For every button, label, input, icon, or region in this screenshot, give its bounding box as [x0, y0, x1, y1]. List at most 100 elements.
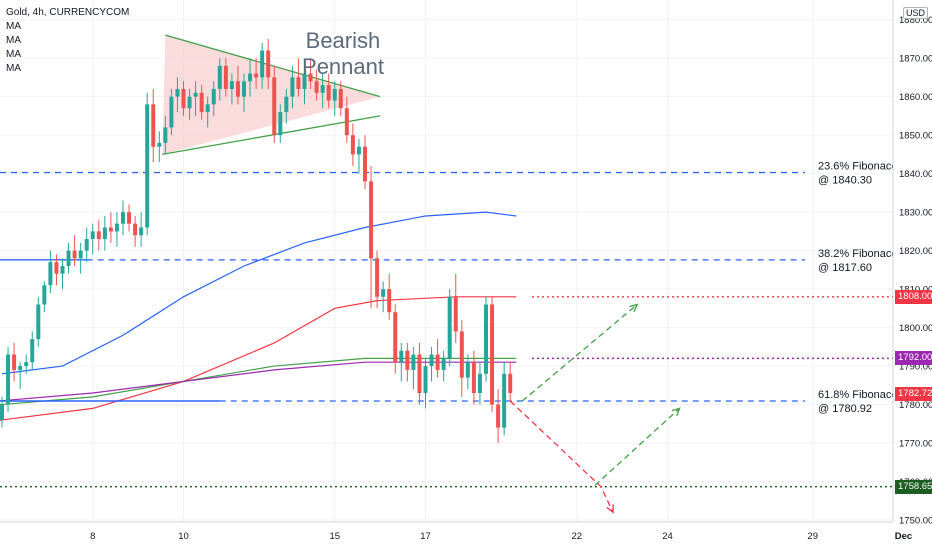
- candle-3[interactable]: [12, 342, 17, 382]
- candle-9[interactable]: [48, 250, 53, 293]
- candle-64[interactable]: [381, 281, 386, 313]
- candle-71[interactable]: [423, 358, 428, 409]
- candle-13[interactable]: [72, 235, 77, 266]
- candle-37[interactable]: [217, 58, 222, 101]
- symbol-title[interactable]: Gold, 4h, CURRENCYCOM: [6, 7, 130, 18]
- candle-31[interactable]: [181, 81, 186, 116]
- candle-75[interactable]: [447, 289, 452, 367]
- candle-82[interactable]: [490, 296, 495, 413]
- price-tag[interactable]: 1808.00: [895, 289, 932, 304]
- candle-30[interactable]: [175, 77, 180, 113]
- candle-17[interactable]: [96, 219, 101, 251]
- fibonacci-levels[interactable]: 23.6% Fibonacci @ 1840.30 38.2% Fibonacci @…: [0, 160, 899, 415]
- candle-11[interactable]: [60, 258, 65, 290]
- candle-55[interactable]: [326, 73, 331, 109]
- candle-77[interactable]: [459, 319, 464, 397]
- candle-83[interactable]: [496, 389, 501, 444]
- candle-10[interactable]: [54, 254, 59, 286]
- candle-52[interactable]: [308, 58, 313, 89]
- bearish-pennant[interactable]: [162, 34, 381, 156]
- candle-15[interactable]: [84, 227, 89, 263]
- ma-legend-4[interactable]: MA: [6, 63, 21, 74]
- candle-56[interactable]: [332, 81, 337, 116]
- candle-36[interactable]: [211, 81, 216, 116]
- candle-53[interactable]: [314, 69, 319, 101]
- candle-59[interactable]: [350, 123, 355, 166]
- candle-40[interactable]: [235, 65, 240, 105]
- candle-74[interactable]: [441, 350, 446, 382]
- candle-47[interactable]: [278, 104, 283, 143]
- candle-44[interactable]: [260, 42, 265, 89]
- ma-legend-2[interactable]: MA: [6, 35, 21, 46]
- candle-1[interactable]: [0, 396, 4, 428]
- candle-57[interactable]: [338, 81, 343, 116]
- candle-79[interactable]: [471, 350, 476, 405]
- candle-6[interactable]: [30, 331, 35, 370]
- candle-80[interactable]: [477, 362, 482, 405]
- candle-16[interactable]: [90, 223, 95, 255]
- candle-39[interactable]: [229, 73, 234, 105]
- candle-2[interactable]: [6, 346, 11, 413]
- price-axis[interactable]: 1750.001760.001770.001780.001790.001800.…: [892, 0, 932, 550]
- candle-22[interactable]: [127, 204, 132, 232]
- candle-20[interactable]: [114, 212, 119, 247]
- price-tag[interactable]: 1792.00: [895, 351, 932, 366]
- candle-19[interactable]: [108, 212, 113, 243]
- candle-8[interactable]: [42, 281, 47, 313]
- candle-14[interactable]: [78, 242, 83, 274]
- candle-67[interactable]: [399, 342, 404, 382]
- currency-badge[interactable]: USD: [903, 7, 929, 19]
- time-axis[interactable]: 8101517222429Dec68131520: [0, 521, 932, 550]
- candles[interactable]: [0, 38, 513, 444]
- candle-42[interactable]: [248, 58, 253, 97]
- ma-legend-1[interactable]: MA: [6, 21, 21, 32]
- candle-78[interactable]: [465, 354, 470, 390]
- candle-63[interactable]: [375, 250, 380, 309]
- candle-68[interactable]: [405, 342, 410, 382]
- candle-33[interactable]: [193, 81, 198, 116]
- candle-43[interactable]: [254, 58, 259, 89]
- candle-65[interactable]: [387, 273, 392, 320]
- candle-51[interactable]: [302, 65, 307, 105]
- candle-26[interactable]: [151, 88, 156, 163]
- candle-34[interactable]: [199, 85, 204, 120]
- candle-69[interactable]: [411, 346, 416, 390]
- candle-72[interactable]: [429, 346, 434, 382]
- candle-23[interactable]: [133, 215, 138, 247]
- candle-12[interactable]: [66, 242, 71, 274]
- candle-62[interactable]: [369, 165, 374, 309]
- candle-66[interactable]: [393, 304, 398, 374]
- candle-76[interactable]: [453, 273, 458, 343]
- projection-arrows[interactable]: [509, 303, 681, 514]
- candle-84[interactable]: [502, 362, 507, 436]
- candle-29[interactable]: [169, 88, 174, 136]
- candle-81[interactable]: [484, 296, 488, 382]
- candle-24[interactable]: [139, 212, 144, 247]
- candle-48[interactable]: [284, 88, 289, 124]
- candle-46[interactable]: [272, 65, 277, 143]
- candle-61[interactable]: [363, 135, 367, 190]
- price-tag[interactable]: 1758.65: [895, 479, 932, 494]
- candle-60[interactable]: [356, 139, 361, 174]
- candle-35[interactable]: [205, 96, 210, 128]
- candle-5[interactable]: [24, 354, 29, 374]
- horizontal-levels[interactable]: [0, 296, 893, 488]
- candle-7[interactable]: [36, 296, 41, 347]
- candle-41[interactable]: [242, 73, 246, 113]
- candle-45[interactable]: [266, 38, 271, 89]
- candle-54[interactable]: [320, 73, 325, 109]
- candle-27[interactable]: [157, 131, 162, 163]
- candle-18[interactable]: [102, 215, 107, 251]
- candle-38[interactable]: [223, 58, 228, 97]
- candle-73[interactable]: [435, 339, 440, 378]
- candle-32[interactable]: [187, 88, 192, 120]
- ma-legend-3[interactable]: MA: [6, 49, 21, 60]
- price-tag[interactable]: 1782.72: [895, 387, 932, 402]
- candle-58[interactable]: [344, 96, 349, 143]
- candle-49[interactable]: [290, 65, 295, 109]
- candle-25[interactable]: [145, 92, 150, 236]
- candle-85[interactable]: [508, 362, 513, 401]
- candle-4[interactable]: [18, 362, 23, 390]
- candle-70[interactable]: [417, 342, 422, 405]
